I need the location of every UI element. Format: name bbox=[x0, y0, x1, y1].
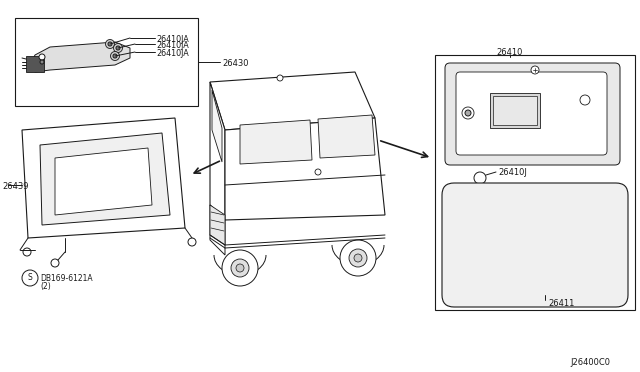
Circle shape bbox=[354, 254, 362, 262]
Text: J26400C0: J26400C0 bbox=[570, 358, 610, 367]
Polygon shape bbox=[210, 82, 225, 220]
Circle shape bbox=[465, 110, 471, 116]
Circle shape bbox=[40, 60, 44, 64]
Bar bbox=[26, 56, 44, 72]
Circle shape bbox=[462, 107, 474, 119]
Text: 26410J: 26410J bbox=[498, 168, 527, 177]
Bar bbox=[435, 55, 635, 310]
Polygon shape bbox=[318, 115, 375, 158]
Polygon shape bbox=[225, 118, 385, 220]
Polygon shape bbox=[55, 148, 152, 215]
Text: S: S bbox=[28, 273, 33, 282]
Text: 26439: 26439 bbox=[2, 182, 29, 191]
Text: 26410JA: 26410JA bbox=[156, 35, 189, 44]
Circle shape bbox=[277, 75, 283, 81]
FancyBboxPatch shape bbox=[445, 63, 620, 165]
Circle shape bbox=[474, 172, 486, 184]
Circle shape bbox=[236, 264, 244, 272]
Text: 26410JA: 26410JA bbox=[156, 49, 189, 58]
Circle shape bbox=[22, 270, 38, 286]
Circle shape bbox=[39, 54, 45, 60]
Text: 26410JA: 26410JA bbox=[156, 41, 189, 50]
Polygon shape bbox=[30, 42, 130, 72]
FancyBboxPatch shape bbox=[442, 183, 628, 307]
Circle shape bbox=[116, 46, 120, 50]
Circle shape bbox=[231, 259, 249, 277]
Polygon shape bbox=[40, 133, 170, 225]
Circle shape bbox=[188, 238, 196, 246]
Circle shape bbox=[315, 169, 321, 175]
Circle shape bbox=[531, 66, 539, 74]
Polygon shape bbox=[210, 205, 225, 245]
Circle shape bbox=[111, 51, 120, 61]
Polygon shape bbox=[240, 120, 312, 164]
Circle shape bbox=[340, 240, 376, 276]
Circle shape bbox=[51, 259, 59, 267]
Circle shape bbox=[108, 42, 112, 46]
Circle shape bbox=[113, 54, 117, 58]
Circle shape bbox=[23, 248, 31, 256]
Bar bbox=[490, 93, 540, 128]
Text: 26430: 26430 bbox=[222, 59, 248, 68]
Circle shape bbox=[113, 44, 122, 52]
Circle shape bbox=[106, 39, 115, 48]
Polygon shape bbox=[212, 90, 222, 162]
Polygon shape bbox=[210, 72, 375, 130]
Bar bbox=[15, 18, 198, 106]
Circle shape bbox=[349, 249, 367, 267]
Polygon shape bbox=[22, 118, 185, 238]
FancyBboxPatch shape bbox=[456, 72, 607, 155]
Circle shape bbox=[222, 250, 258, 286]
Bar bbox=[493, 96, 537, 125]
Text: (2): (2) bbox=[40, 282, 51, 291]
Polygon shape bbox=[210, 205, 225, 255]
Circle shape bbox=[580, 95, 590, 105]
Text: DB169-6121A: DB169-6121A bbox=[40, 274, 93, 283]
Text: 26411: 26411 bbox=[548, 299, 574, 308]
Text: 26410: 26410 bbox=[497, 48, 523, 57]
